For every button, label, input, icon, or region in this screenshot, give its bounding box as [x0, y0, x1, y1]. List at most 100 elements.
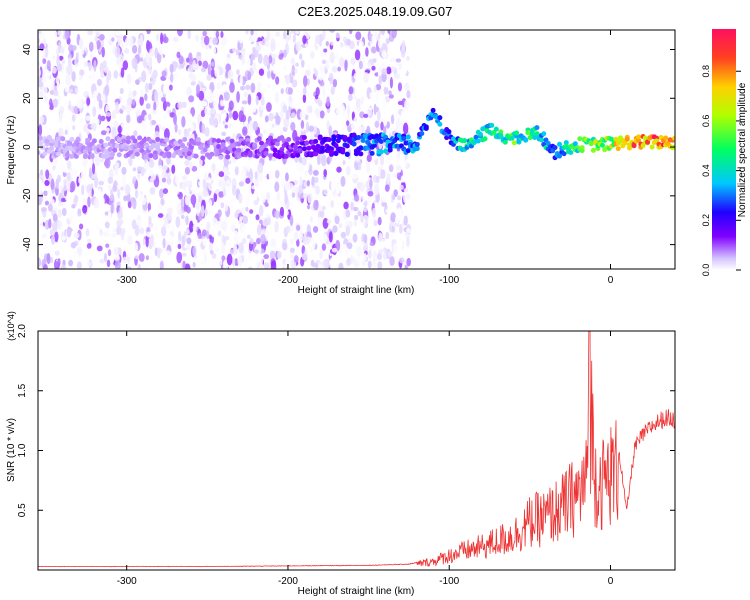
y-tick-label: 0 — [22, 144, 33, 150]
noise-speck — [111, 37, 115, 42]
noise-speck — [250, 52, 256, 61]
colorbar: 0.0 0.2 0.4 0.6 0.8 Normalized spectral ampl… — [701, 29, 748, 276]
noise-speck — [131, 76, 135, 84]
ridge-cell — [128, 149, 134, 155]
noise-speck — [149, 48, 155, 57]
noise-speck — [174, 123, 178, 133]
noise-speck — [164, 101, 171, 108]
noise-speck — [337, 249, 342, 256]
noise-speck — [284, 181, 291, 191]
ridge-cell — [218, 154, 224, 160]
noise-speck — [289, 247, 295, 254]
noise-speck — [380, 121, 384, 131]
noise-speck — [98, 99, 103, 109]
noise-speck — [166, 177, 171, 185]
noise-speck — [313, 125, 317, 135]
noise-speck — [293, 255, 299, 263]
noise-speck — [249, 237, 254, 245]
noise-speck — [239, 85, 246, 91]
noise-speck — [287, 87, 293, 95]
noise-speck — [272, 82, 278, 94]
noise-speck — [54, 250, 60, 256]
noise-speck — [203, 49, 209, 61]
noise-speck — [50, 235, 56, 245]
noise-speck — [122, 60, 129, 71]
noise-speck — [146, 231, 152, 238]
noise-speck — [406, 236, 410, 248]
x-tick-label: -100 — [439, 275, 459, 286]
noise-speck — [314, 69, 319, 77]
noise-speck — [227, 69, 234, 80]
noise-speck — [212, 99, 218, 108]
noise-speck — [107, 70, 112, 81]
noise-speck — [82, 204, 88, 214]
noise-speck — [135, 109, 141, 116]
noise-speck — [358, 60, 363, 70]
noise-speck — [145, 103, 151, 110]
noise-speck — [139, 227, 145, 235]
noise-speck — [323, 48, 328, 53]
ridge-cell — [110, 151, 116, 157]
noise-speck — [302, 86, 307, 96]
ridge-cell — [295, 140, 301, 146]
noise-speck — [327, 193, 332, 203]
noise-speck — [241, 100, 248, 105]
noise-speck — [402, 122, 409, 135]
noise-speck — [360, 213, 364, 223]
noise-speck — [114, 101, 119, 107]
noise-speck — [254, 249, 259, 254]
noise-speck — [238, 181, 245, 187]
ridge-cell — [166, 153, 172, 159]
noise-speck — [147, 113, 152, 121]
noise-speck — [320, 154, 327, 167]
noise-speck — [181, 181, 187, 190]
noise-speck — [42, 58, 47, 65]
colorbar-ticks: 0.0 0.2 0.4 0.6 0.8 — [701, 65, 741, 276]
noise-speck — [185, 215, 189, 226]
noise-speck — [348, 237, 352, 243]
noise-speck — [377, 38, 383, 49]
noise-speck — [255, 214, 260, 221]
noise-speck — [217, 230, 222, 237]
noise-speck — [261, 193, 266, 204]
noise-speck — [180, 225, 186, 233]
noise-speck — [281, 76, 286, 87]
colorbar-tick-label: 0.8 — [701, 65, 711, 78]
ridge-cell — [283, 153, 289, 159]
noise-speck — [210, 69, 215, 78]
noise-speck — [166, 156, 171, 165]
noise-speck — [351, 174, 358, 180]
noise-speck — [104, 211, 109, 216]
noise-speck — [121, 227, 126, 236]
noise-speck — [234, 229, 238, 241]
noise-speck — [363, 253, 367, 262]
ridge-cell — [132, 138, 138, 144]
noise-speck — [43, 236, 47, 243]
noise-speck — [315, 185, 320, 195]
ridge-cell — [49, 145, 55, 151]
noise-speck — [232, 245, 238, 256]
noise-speck — [93, 59, 97, 72]
noise-speck — [276, 250, 282, 259]
noise-speck — [260, 104, 266, 111]
noise-speck — [232, 133, 237, 139]
noise-speck — [150, 30, 155, 35]
noise-speck — [177, 191, 183, 200]
noise-speck — [299, 75, 304, 86]
noise-speck — [58, 127, 64, 139]
noise-speck — [301, 245, 305, 254]
noise-speck — [241, 114, 247, 123]
noise-speck — [291, 185, 296, 193]
noise-speck — [329, 30, 336, 33]
noise-speck — [300, 120, 305, 129]
noise-speck — [236, 91, 240, 103]
noise-speck — [403, 188, 409, 193]
noise-speck — [85, 115, 91, 121]
noise-speck — [369, 219, 375, 228]
noise-speck — [378, 249, 384, 254]
noise-speck — [201, 67, 206, 73]
noise-speck — [285, 210, 289, 216]
noise-speck — [124, 184, 131, 196]
ridge-cell — [112, 147, 118, 153]
noise-speck — [89, 52, 94, 59]
